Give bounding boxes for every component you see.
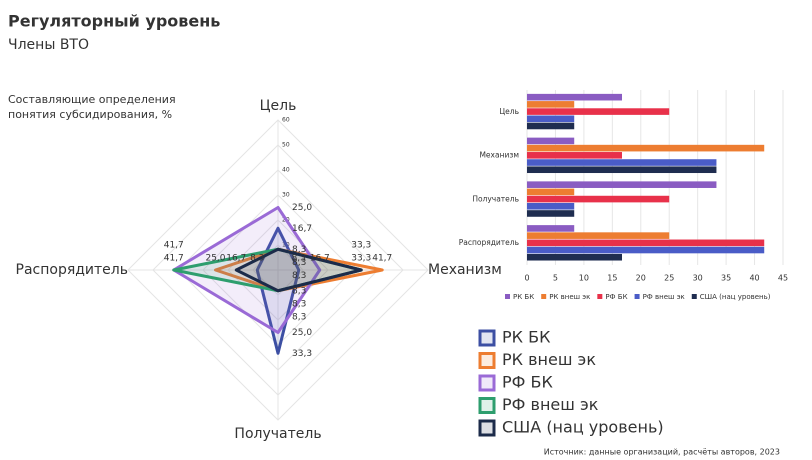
x-tick-label: 35 <box>721 274 731 283</box>
x-tick-label: 0 <box>524 274 529 283</box>
value-label: 41,7 <box>164 254 184 264</box>
y-tick-label: Распорядитель <box>459 238 519 247</box>
value-label: 16,7 <box>310 254 330 264</box>
bar <box>527 232 670 239</box>
subtitle: Члены ВТО <box>8 37 89 53</box>
title: Регуляторный уровень <box>8 12 220 31</box>
bar <box>527 93 623 101</box>
value-label: 25,0 <box>292 203 312 213</box>
x-tick-label: 5 <box>553 274 558 283</box>
bar <box>527 210 575 217</box>
value-label: 8,3 <box>292 245 306 255</box>
x-tick-label: 30 <box>693 274 703 283</box>
bar <box>527 202 575 210</box>
legend-swatch <box>505 294 510 299</box>
value-label: 8,3 <box>292 254 306 264</box>
legend-swatch <box>478 419 496 437</box>
legend-label: РФ внеш эк <box>502 395 599 414</box>
value-label: 33,3 <box>292 349 312 359</box>
value-label: 41,7 <box>164 241 184 251</box>
value-label: 8,3 <box>292 299 306 309</box>
legend-swatch <box>634 294 640 299</box>
radar-area <box>234 247 363 293</box>
legend-swatch <box>478 352 496 369</box>
legend-label: РК внеш эк <box>502 350 596 369</box>
axis-label: Получатель <box>234 426 321 442</box>
value-label: 8,3 <box>292 271 306 281</box>
bar <box>527 166 717 174</box>
value-label: 25,0 <box>292 328 312 338</box>
bar <box>527 159 717 166</box>
legend-swatch <box>478 374 496 392</box>
legend-label: РК БК <box>502 328 551 347</box>
radar-area <box>172 206 322 334</box>
value-label: 8,3 <box>292 286 306 296</box>
y-tick-label: Механизм <box>479 151 519 160</box>
legend-label: США (нац уровень) <box>502 418 664 437</box>
legend-label: РФ внеш эк <box>643 293 685 301</box>
legend-label: РФ БК <box>605 293 627 301</box>
bar <box>527 144 765 152</box>
r-tick-label: 60 <box>282 117 290 124</box>
legend-swatch <box>597 294 603 299</box>
value-label: 41,7 <box>372 254 392 264</box>
note: Составляющие определения понятия субсидир… <box>8 93 176 121</box>
value-label: 8,3 <box>250 254 264 264</box>
x-tick-label: 15 <box>607 274 617 283</box>
r-tick-label: 50 <box>282 142 290 149</box>
legend-label: РФ БК <box>502 373 553 392</box>
source: Источник: данные организаций, расчёты ав… <box>544 448 780 457</box>
value-label: 25,0 <box>205 254 225 264</box>
value-label: 16,7 <box>226 254 246 264</box>
value-label: 33,3 <box>351 254 371 264</box>
bar <box>527 181 717 188</box>
bar <box>527 195 670 203</box>
axis-label: Механизм <box>428 262 502 278</box>
legend-label: РК БК <box>513 293 534 301</box>
legend-label: США (нац уровень) <box>700 293 771 301</box>
x-tick-label: 20 <box>636 274 646 283</box>
bar <box>527 152 623 159</box>
x-tick-label: 45 <box>778 274 788 283</box>
bar <box>527 225 575 232</box>
bar <box>527 137 575 145</box>
bar <box>527 239 765 247</box>
bar <box>527 122 575 130</box>
value-label: 16,7 <box>292 224 312 234</box>
y-tick-label: Получатель <box>472 194 519 203</box>
value-label: 8,3 <box>292 312 306 322</box>
value-label: 33,3 <box>351 241 371 251</box>
r-tick-label: 40 <box>282 167 290 174</box>
legend-swatch <box>478 397 496 414</box>
legend-label: РК внеш эк <box>549 293 590 301</box>
x-tick-label: 25 <box>664 274 674 283</box>
bar <box>527 246 765 254</box>
x-tick-label: 10 <box>579 274 589 283</box>
axis-label: Распорядитель <box>16 262 129 278</box>
r-tick-label: 30 <box>282 192 290 199</box>
bar <box>527 101 575 108</box>
bar <box>527 188 575 196</box>
axis-label: Цель <box>260 98 297 114</box>
y-tick-label: Цель <box>499 107 519 116</box>
bar <box>527 253 623 261</box>
bar <box>527 115 575 123</box>
bar <box>527 108 670 115</box>
x-tick-label: 40 <box>749 274 759 283</box>
legend-swatch <box>691 294 697 299</box>
value-label: 8,3 <box>292 258 306 268</box>
legend-swatch <box>541 294 547 299</box>
legend-swatch <box>478 329 496 347</box>
